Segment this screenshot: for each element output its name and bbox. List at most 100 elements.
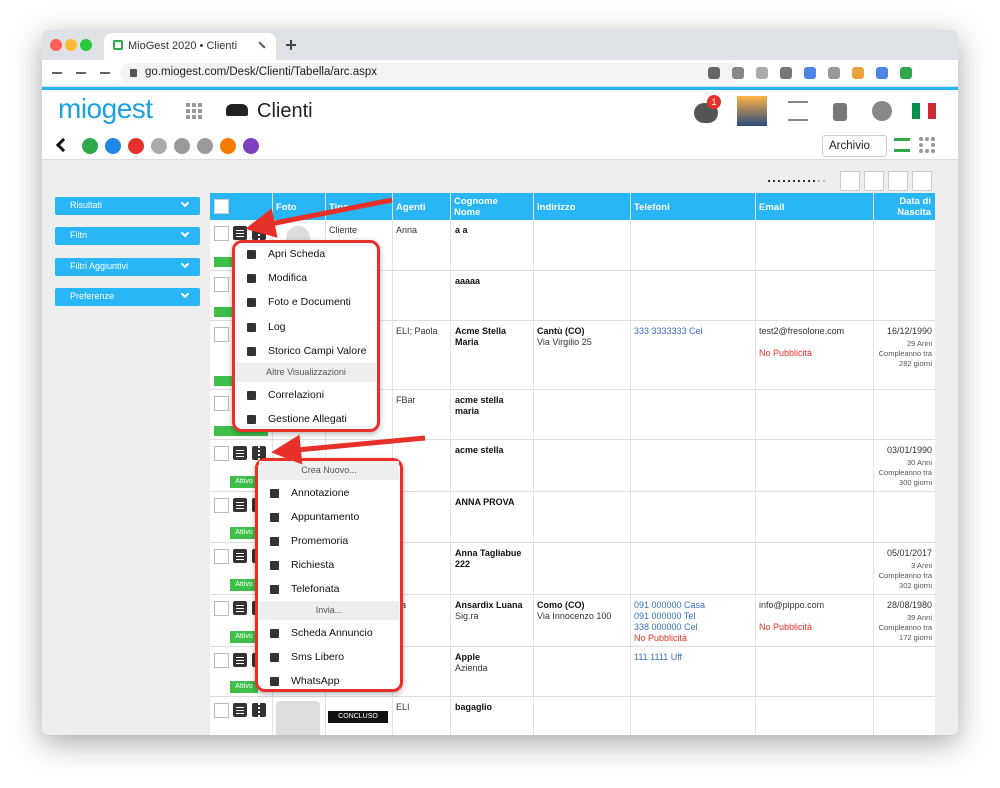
column-header[interactable]: Agenti	[396, 202, 426, 213]
extension-icon[interactable]	[708, 67, 720, 79]
menu-item[interactable]: Sms Libero	[291, 651, 345, 663]
row-more-button[interactable]	[252, 226, 266, 240]
row-menu-button[interactable]	[233, 703, 247, 717]
menu-item[interactable]: Modifica	[268, 272, 308, 284]
row-checkbox[interactable]	[214, 277, 229, 292]
menu-item[interactable]: Apri Scheda	[268, 248, 326, 260]
list-view[interactable]	[894, 138, 910, 152]
row-checkbox[interactable]	[214, 653, 229, 668]
column-header[interactable]: Cognome Nome	[454, 196, 498, 218]
column-header[interactable]: Indirizzo	[537, 202, 576, 213]
row-more-button[interactable]	[252, 446, 266, 460]
window-control[interactable]	[50, 39, 62, 51]
nav-button[interactable]	[76, 72, 86, 74]
extension-icon[interactable]	[828, 67, 840, 79]
tab[interactable]	[104, 33, 276, 60]
menu-item[interactable]: Correlazioni	[268, 389, 325, 401]
menu-item[interactable]: WhatsApp	[291, 675, 340, 687]
row-menu-button[interactable]	[233, 446, 247, 460]
flag[interactable]	[912, 103, 936, 119]
nav-button[interactable]	[100, 72, 110, 74]
pager-button[interactable]	[840, 171, 860, 191]
window-control[interactable]	[65, 39, 77, 51]
toolbar-button[interactable]	[128, 138, 144, 154]
apps-grid[interactable]	[186, 115, 190, 119]
apps-grid[interactable]	[198, 115, 202, 119]
column-header[interactable]: Tipo	[329, 202, 349, 213]
pager-button[interactable]	[912, 171, 932, 191]
toolbar-button[interactable]	[151, 138, 167, 154]
menu-item[interactable]: Richiesta	[291, 559, 335, 571]
row-checkbox[interactable]	[214, 327, 229, 342]
settings-icon[interactable]	[788, 101, 808, 121]
archive-button[interactable]: Archivio	[822, 135, 887, 157]
row-menu-button[interactable]	[233, 498, 247, 512]
extension-icon[interactable]	[900, 67, 912, 79]
menu-item[interactable]: Telefonata	[291, 583, 340, 595]
toolbar-button[interactable]	[82, 138, 98, 154]
apps-grid[interactable]	[192, 109, 196, 113]
row-checkbox[interactable]	[214, 703, 229, 718]
toolbar-button[interactable]	[174, 138, 190, 154]
toolbar-button[interactable]	[220, 138, 236, 154]
row-more-button[interactable]	[252, 703, 266, 717]
nome: Ansardix Luana	[455, 600, 523, 610]
pager-button[interactable]	[864, 171, 884, 191]
extension-icon[interactable]	[732, 67, 744, 79]
extension-icon[interactable]	[756, 67, 768, 79]
grid-view[interactable]	[919, 137, 935, 153]
apps-grid[interactable]	[198, 103, 202, 107]
apps-grid[interactable]	[186, 103, 190, 107]
row-checkbox[interactable]	[214, 601, 229, 616]
menu-item[interactable]: Promemoria	[291, 535, 349, 547]
apps-grid[interactable]	[186, 109, 190, 113]
nav-button[interactable]	[52, 72, 62, 74]
menu-item[interactable]: Annotazione	[291, 487, 350, 499]
apps-grid[interactable]	[198, 109, 202, 113]
sidebar-button[interactable]	[55, 227, 200, 245]
apps-grid[interactable]	[192, 115, 196, 119]
row-checkbox[interactable]	[214, 549, 229, 564]
lock-icon[interactable]	[833, 103, 847, 121]
row-menu-button[interactable]	[233, 601, 247, 615]
menu-item[interactable]: Appuntamento	[291, 511, 360, 523]
menu-item[interactable]: Storico Campi Valore	[268, 345, 367, 357]
column-header[interactable]: Telefoni	[634, 202, 670, 213]
row-checkbox[interactable]	[214, 396, 229, 411]
extension-icon[interactable]	[876, 67, 888, 79]
sidebar-button[interactable]	[55, 258, 200, 276]
data-nascita: Compleanno tra	[878, 571, 932, 580]
help-icon[interactable]	[872, 101, 892, 121]
menu-item[interactable]: Foto e Documenti	[268, 296, 351, 308]
column-header[interactable]: Email	[759, 202, 785, 213]
status-badge: Attivo	[230, 476, 258, 488]
avatar[interactable]	[737, 96, 767, 126]
menu-item[interactable]: Scheda Annuncio	[291, 627, 373, 639]
extension-icon[interactable]	[780, 67, 792, 79]
row-menu-button[interactable]	[233, 226, 247, 240]
sidebar-button[interactable]	[55, 288, 200, 306]
sidebar-button[interactable]	[55, 197, 200, 215]
menu-item[interactable]: Log	[268, 321, 286, 333]
pager-button[interactable]	[888, 171, 908, 191]
header-checkbox[interactable]	[214, 199, 229, 214]
extension-icon[interactable]	[852, 67, 864, 79]
window-control[interactable]	[80, 39, 92, 51]
column-header[interactable]: Data di Nascita	[897, 196, 931, 218]
row-border	[210, 270, 935, 271]
apps-grid[interactable]	[192, 103, 196, 107]
row-menu-button[interactable]	[233, 653, 247, 667]
toolbar-button[interactable]	[105, 138, 121, 154]
menu-item[interactable]: Gestione Allegati	[268, 413, 347, 425]
row-menu-button[interactable]	[233, 549, 247, 563]
page-dot	[823, 180, 825, 182]
row-checkbox[interactable]	[214, 226, 229, 241]
row-checkbox[interactable]	[214, 498, 229, 513]
new-tab[interactable]	[290, 40, 292, 50]
column-header[interactable]: Foto	[276, 202, 297, 213]
toolbar-button[interactable]	[243, 138, 259, 154]
url-field[interactable]	[120, 63, 740, 83]
extension-icon[interactable]	[804, 67, 816, 79]
row-checkbox[interactable]	[214, 446, 229, 461]
toolbar-button[interactable]	[197, 138, 213, 154]
